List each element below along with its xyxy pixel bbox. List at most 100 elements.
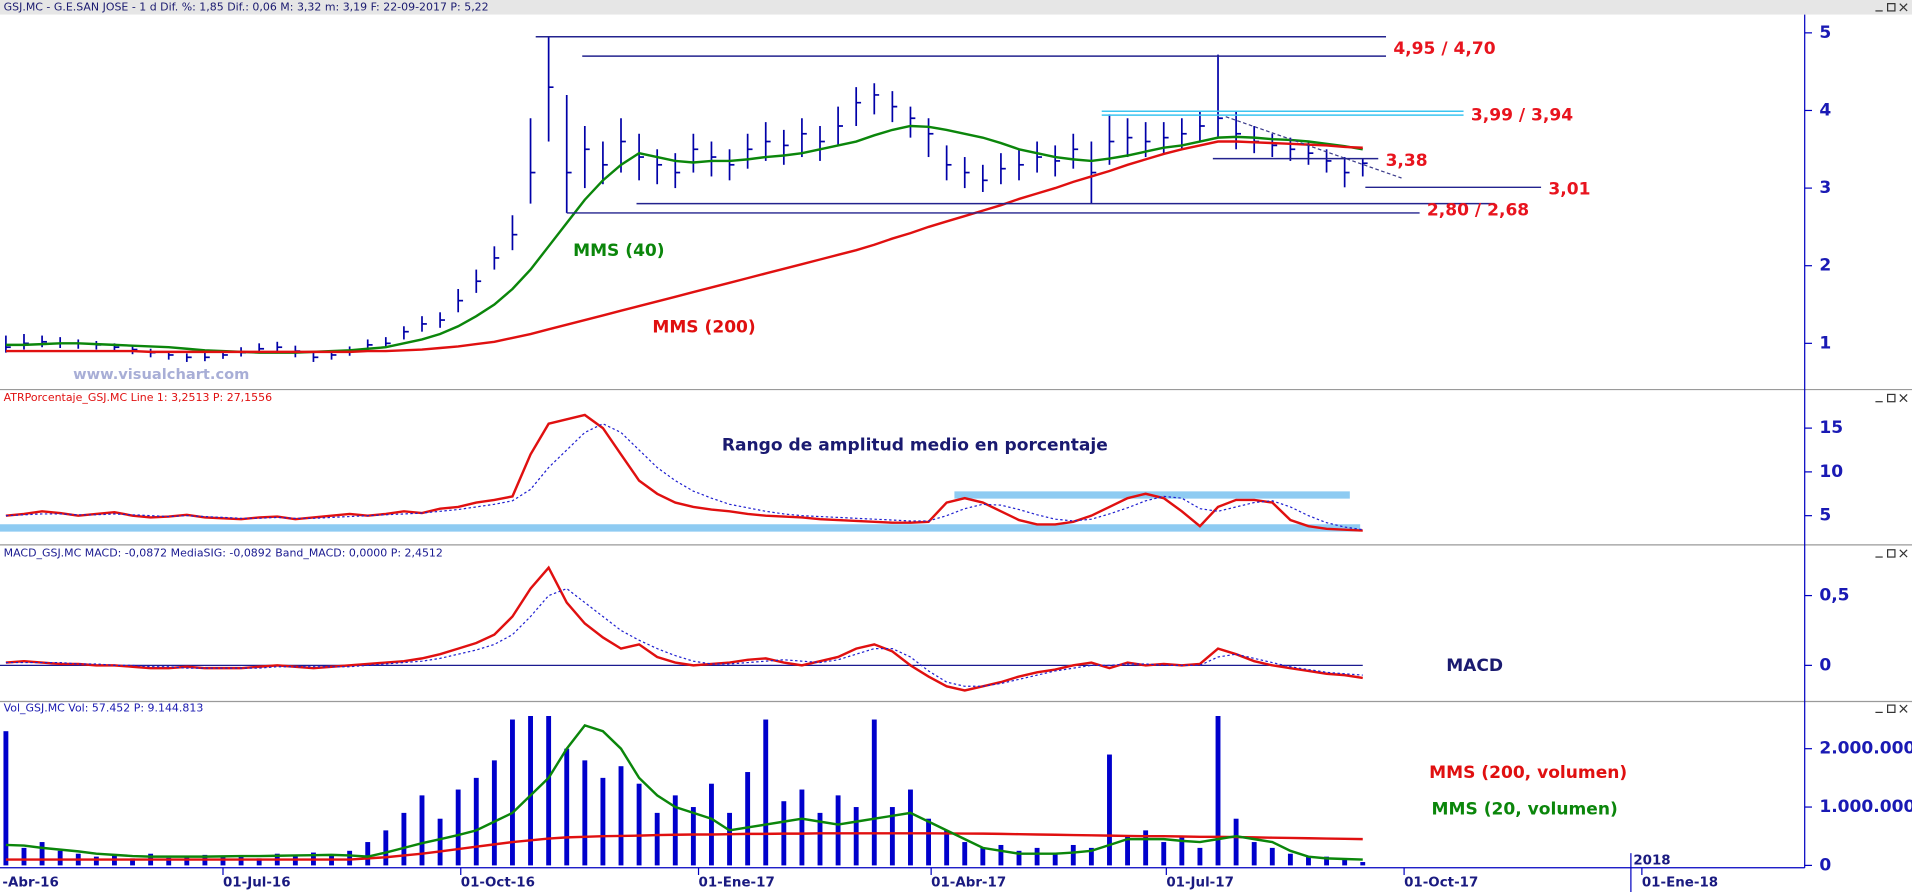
volume-bar (455, 789, 461, 866)
y-tick-label: 0 (1819, 655, 1831, 675)
volume-bar (944, 830, 950, 866)
volume-bar (166, 857, 172, 866)
volume-bar (889, 807, 895, 866)
volume-bar (1143, 830, 1149, 866)
y-tick-label: 2 (1819, 256, 1831, 276)
series-line (5, 413, 1363, 532)
volume-bar (546, 716, 552, 866)
volume-bar (1179, 836, 1185, 866)
x-tick-label: 01-Ene-18 (1642, 875, 1718, 890)
level-label: 2,80 / 2,68 (1427, 201, 1529, 221)
volume-bar (1269, 847, 1275, 866)
volume-bar (799, 789, 805, 866)
volume-bar (1034, 847, 1040, 866)
volume-bar (1070, 844, 1076, 866)
volume-bar (437, 818, 443, 866)
window-controls (1875, 704, 1908, 713)
series-label: MMS (200, volumen) (1429, 763, 1627, 783)
volume-bar (926, 818, 931, 866)
y-tick-label: 15 (1819, 418, 1843, 438)
volume-bar (618, 766, 624, 866)
y-tick-label: 0,5 (1819, 586, 1849, 606)
volume-bar (1360, 862, 1366, 866)
y-tick-label: 5 (1819, 506, 1831, 526)
panel-header: GSJ.MC - G.E.SAN JOSE - 1 d Dif. %: 1,85… (4, 0, 489, 13)
panel (0, 565, 1363, 692)
volume-bar (365, 842, 371, 866)
series-label: MMS (200) (652, 318, 755, 338)
volume-bar (709, 783, 714, 866)
y-tick-label: 3 (1819, 178, 1831, 198)
series-label: MMS (20, volumen) (1432, 799, 1618, 819)
panel-header: ATRPorcentaje_GSJ.MC Line 1: 3,2513 P: 2… (4, 391, 272, 404)
volume-bar (528, 716, 533, 866)
close-icon (1899, 704, 1908, 713)
x-tick-label: 01-Oct-17 (1404, 875, 1478, 890)
volume-bar (727, 812, 732, 866)
y-tick-label: 2.000.000 (1819, 739, 1912, 759)
series-line (5, 140, 1363, 354)
y-tick-label: 0 (1819, 855, 1831, 875)
panel-header: MACD_GSJ.MC MACD: -0,0872 MediaSIG: -0,0… (4, 546, 443, 559)
volume-bar (401, 812, 407, 866)
volume-bar (383, 830, 389, 866)
window-controls (1875, 3, 1908, 12)
volume-bar (600, 777, 606, 866)
volume-bar (871, 719, 877, 866)
volume-bar (1306, 856, 1311, 866)
volume-bar (1088, 847, 1094, 866)
watermark: www.visualchart.com (73, 366, 249, 383)
window-controls (1875, 549, 1908, 558)
y-tick-label: 4 (1819, 100, 1831, 120)
volume-bar (1233, 818, 1239, 866)
series-line (5, 587, 1363, 687)
volume-bar (763, 719, 769, 866)
panel (0, 413, 1363, 532)
volume-bar (564, 748, 570, 866)
volume-bar (1287, 853, 1293, 866)
volume-bar (510, 719, 515, 866)
volume-bar (1342, 858, 1348, 866)
y-tick-label: 1.000.000 (1819, 797, 1912, 817)
x-tick-label: 01-Ene-17 (699, 875, 775, 890)
y-tick-label: 1 (1819, 333, 1831, 353)
title-bar (0, 0, 1912, 15)
volume-bar (347, 850, 353, 866)
volume-bar (980, 847, 986, 866)
year-label: 2018 (1633, 853, 1670, 868)
volume-bar (654, 812, 660, 866)
window-controls (1875, 393, 1908, 403)
close-icon (1899, 393, 1908, 403)
volume-bar (21, 847, 27, 866)
volume-bar (1161, 842, 1167, 866)
volume-bar (473, 777, 479, 866)
x-tick-label: 01-Oct-16 (461, 875, 535, 890)
level-label: 3,38 (1386, 151, 1428, 171)
volume-bar (817, 812, 823, 866)
volume-bar (220, 857, 226, 866)
x-tick-label: -Abr-16 (2, 875, 58, 890)
volume-bar (582, 760, 588, 866)
level-label: 3,99 / 3,94 (1471, 106, 1573, 126)
close-icon (1899, 3, 1908, 12)
x-tick-label: 01-Jul-17 (1166, 875, 1234, 890)
panel (5, 36, 1368, 362)
y-tick-label: 5 (1819, 23, 1831, 43)
series-label: MMS (40) (573, 241, 664, 261)
level-label: 3,01 (1548, 180, 1590, 200)
maximize-icon (1887, 549, 1896, 558)
volume-bar (130, 858, 135, 866)
volume-bar (853, 807, 859, 866)
volume-bar (3, 731, 9, 866)
volume-bar (1324, 856, 1330, 866)
volume-bar (93, 856, 99, 866)
series-line (5, 723, 1363, 861)
panel (3, 716, 1366, 866)
x-tick-label: 01-Jul-16 (223, 875, 291, 890)
series-line (5, 832, 1363, 861)
panel-header: Vol_GSJ.MC Vol: 57.452 P: 9.144.813 (4, 702, 204, 715)
x-tick-label: 01-Abr-17 (931, 875, 1006, 890)
volume-bar (1215, 716, 1221, 866)
